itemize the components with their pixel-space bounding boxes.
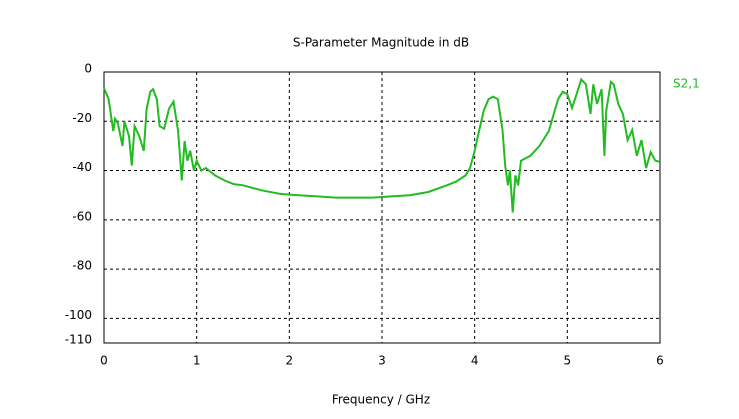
x-axis-label: Frequency / GHz — [332, 393, 430, 407]
x-tick-label: 0 — [100, 354, 108, 368]
plot-frame — [103, 71, 661, 344]
y-tick-label: -110 — [65, 333, 92, 347]
y-tick-label: -80 — [72, 259, 92, 273]
x-tick-label: 1 — [193, 354, 201, 368]
y-tick-label: 0 — [84, 62, 92, 76]
y-tick-label: -60 — [72, 209, 92, 223]
x-tick-label: 4 — [471, 354, 479, 368]
y-tick-label: -100 — [65, 308, 92, 322]
x-tick-label: 3 — [378, 354, 386, 368]
y-tick-label: -20 — [72, 111, 92, 125]
x-tick-label: 2 — [286, 354, 294, 368]
x-tick-label: 5 — [564, 354, 572, 368]
x-tick-label: 6 — [656, 354, 664, 368]
y-tick-label: -40 — [72, 160, 92, 174]
data-line — [103, 77, 661, 213]
chart-title: S-Parameter Magnitude in dB — [293, 36, 469, 50]
legend-entry: S2,1 — [673, 77, 700, 91]
